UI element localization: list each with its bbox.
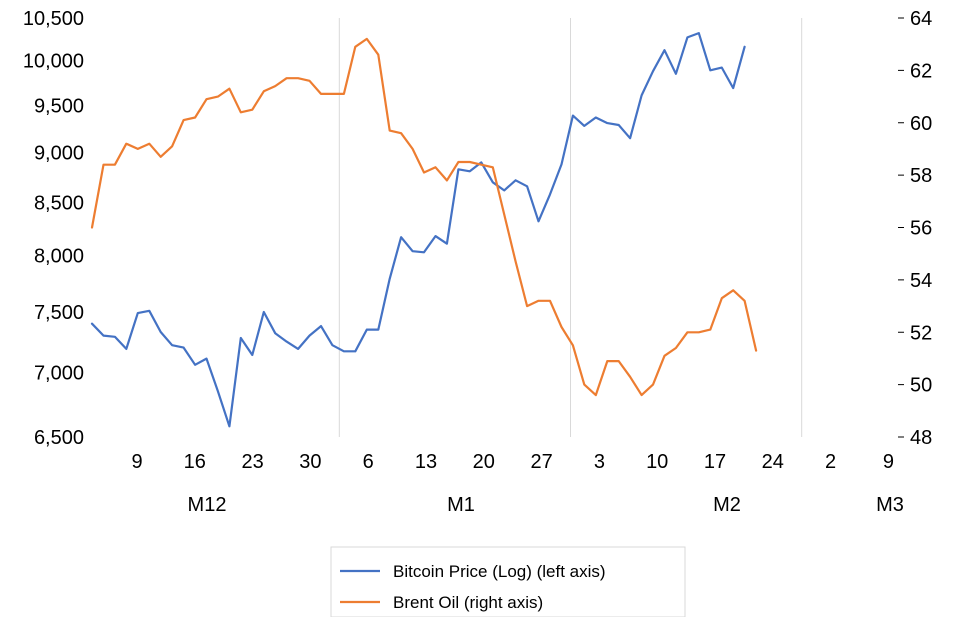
month-label: M1	[447, 494, 475, 516]
left-tick-label: 10,500	[23, 8, 84, 30]
right-tick-label: 52	[910, 322, 932, 344]
right-tick-label: 54	[910, 270, 932, 292]
x-tick-label: 20	[473, 451, 495, 473]
x-tick-label: 24	[762, 451, 784, 473]
legend: Bitcoin Price (Log) (left axis) Brent Oi…	[330, 546, 686, 617]
right-tick-label: 50	[910, 375, 932, 397]
left-tick-label: 9,500	[34, 95, 84, 117]
x-tick-label: 9	[131, 451, 142, 473]
x-tick-label: 3	[594, 451, 605, 473]
brent-oil-line	[90, 37, 758, 397]
right-tick-label: 64	[910, 8, 932, 30]
x-axis-day-labels: 9 16 23 30 6 13 20 27 3 10 17 24 2 9	[131, 451, 894, 473]
right-axis-ticks: 48 50 52 54 56 58 60 62 64	[898, 8, 932, 449]
legend-label-brent: Brent Oil (right axis)	[393, 593, 543, 612]
legend-label-bitcoin: Bitcoin Price (Log) (left axis)	[393, 562, 606, 581]
right-tick-label: 56	[910, 218, 932, 240]
x-tick-label: 17	[704, 451, 726, 473]
left-tick-label: 10,000	[23, 51, 84, 73]
series-lines	[90, 31, 758, 428]
x-tick-label: 10	[646, 451, 668, 473]
left-tick-label: 8,000	[34, 246, 84, 268]
right-tick-label: 62	[910, 60, 932, 82]
month-label: M2	[713, 494, 741, 516]
right-tick-label: 58	[910, 165, 932, 187]
x-tick-label: 6	[363, 451, 374, 473]
x-tick-label: 23	[241, 451, 263, 473]
left-tick-label: 9,000	[34, 143, 84, 165]
x-tick-label: 27	[530, 451, 552, 473]
right-tick-label: 48	[910, 427, 932, 449]
left-tick-label: 8,500	[34, 193, 84, 215]
x-tick-label: 2	[825, 451, 836, 473]
left-tick-label: 7,000	[34, 362, 84, 384]
month-label: M12	[188, 494, 227, 516]
legend-box	[330, 546, 686, 617]
x-tick-label: 30	[299, 451, 321, 473]
right-tick-label: 60	[910, 113, 932, 135]
x-axis-month-labels: M12 M1 M2 M3	[188, 494, 904, 516]
x-tick-label: 16	[184, 451, 206, 473]
left-tick-label: 6,500	[34, 427, 84, 449]
month-label: M3	[876, 494, 904, 516]
x-tick-label: 9	[883, 451, 894, 473]
bitcoin-price-line	[90, 31, 746, 428]
left-tick-label: 7,500	[34, 302, 84, 324]
x-tick-label: 13	[415, 451, 437, 473]
left-axis-ticks: 6,500 7,000 7,500 8,000 8,500 9,000 9,500 10,00…	[23, 8, 84, 449]
gridlines	[338, 18, 803, 437]
